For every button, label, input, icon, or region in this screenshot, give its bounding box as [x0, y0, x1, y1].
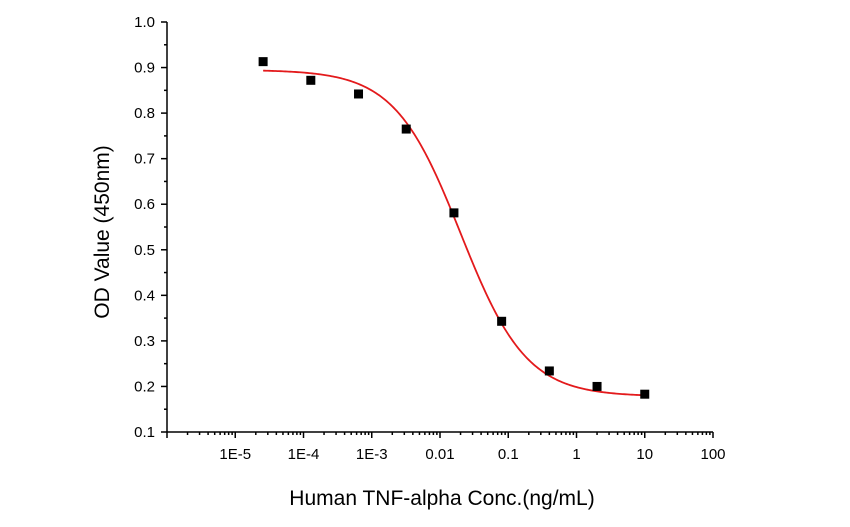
- plot-area: [258, 57, 650, 399]
- data-point: [640, 389, 650, 399]
- y-axis-title: OD Value (450nm): [91, 145, 114, 319]
- data-point: [449, 208, 459, 218]
- y-ticks: 0.1 0.2 0.3 0.4 0.5 0.6 0.7 0.8 0.9 1.0: [134, 14, 167, 441]
- y-tick-label: 0.9: [134, 60, 155, 77]
- y-tick-label: 0.3: [134, 333, 155, 350]
- y-tick-label: 0.4: [134, 287, 155, 304]
- y-tick-label: 1.0: [134, 14, 155, 31]
- y-tick-label: 0.5: [134, 242, 155, 259]
- data-point: [592, 381, 602, 391]
- x-tick-label: 0.01: [425, 446, 454, 463]
- data-point: [306, 75, 316, 85]
- fit-curve: [263, 69, 645, 397]
- data-point: [258, 57, 268, 67]
- y-tick-label: 0.7: [134, 151, 155, 168]
- x-tick-label: 100: [700, 446, 725, 463]
- data-point: [497, 316, 507, 326]
- y-tick-label: 0.8: [134, 105, 155, 122]
- x-axis-title: Human TNF-alpha Conc.(ng/mL): [289, 487, 594, 510]
- data-point: [401, 124, 411, 134]
- x-tick-label: 1E-5: [219, 446, 251, 463]
- data-point: [544, 366, 554, 376]
- x-tick-label: 10: [636, 446, 653, 463]
- axes: [166, 22, 713, 433]
- x-tick-label: 1E-4: [288, 446, 320, 463]
- y-tick-label: 0.1: [134, 424, 155, 441]
- x-ticks: 1E-5 1E-4 1E-3 0.01 0.1 1 10 100: [166, 432, 726, 463]
- x-tick-label: 0.1: [498, 446, 519, 463]
- x-tick-label: 1: [572, 446, 580, 463]
- y-tick-label: 0.6: [134, 196, 155, 213]
- y-tick-label: 0.2: [134, 378, 155, 395]
- x-tick-label: 1E-3: [356, 446, 388, 463]
- data-point: [354, 89, 364, 99]
